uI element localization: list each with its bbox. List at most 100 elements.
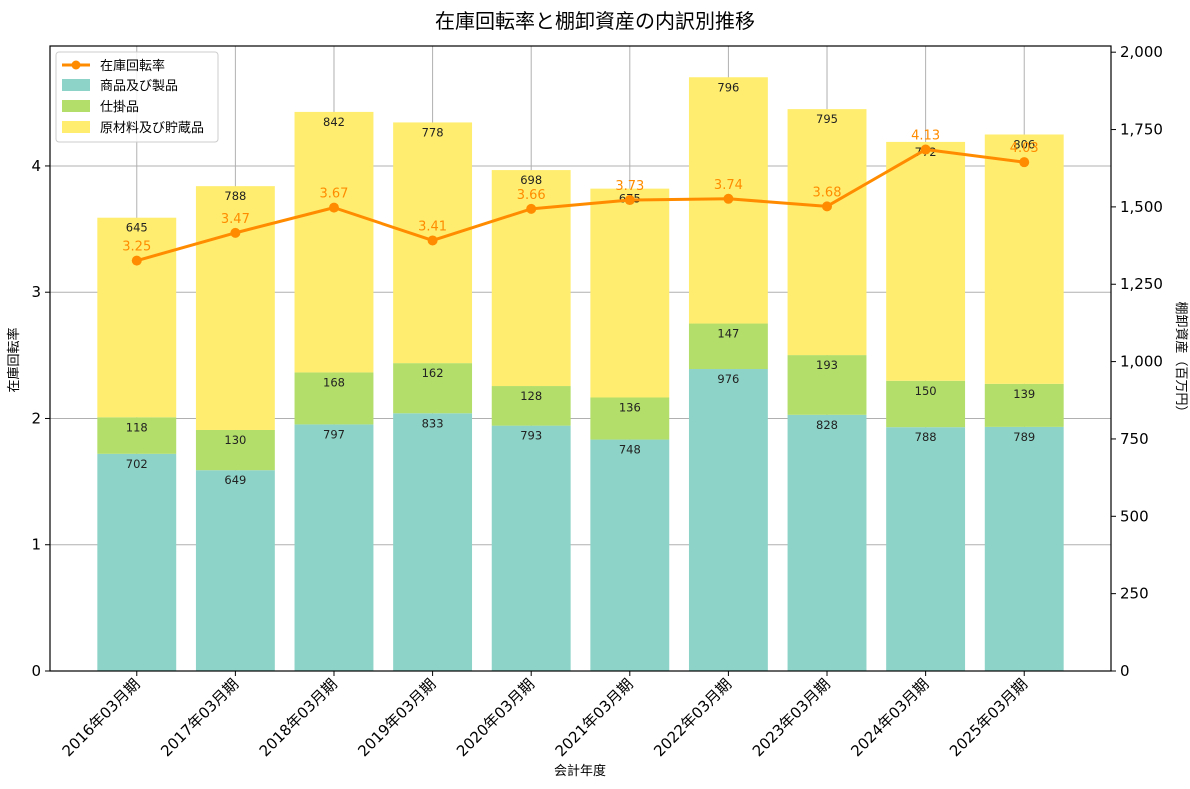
bar-value-label: 150: [915, 384, 937, 398]
legend-box: [55, 51, 219, 143]
bar-value-label: 789: [1013, 430, 1035, 444]
bar-value-label: 795: [816, 112, 838, 126]
bar-value-label: 128: [520, 389, 542, 403]
bar-value-label: 976: [717, 372, 739, 386]
legend-label: 原材料及び貯蔵品: [100, 121, 204, 136]
turnover-line: 3.25 3.47 3.67 3.41 3.66 3.73 3.74 3.68 4.13 4.03: [122, 129, 1039, 266]
plot-frame: [49, 45, 1112, 672]
bar-segment: [294, 111, 374, 373]
bar-segment: [97, 217, 177, 418]
legend-label: 在庫回転率: [100, 58, 165, 74]
legend-swatch: [62, 100, 90, 112]
left-y-tick-label: 0: [31, 662, 41, 680]
left-y-tick-labels: 0 1 2 3 4: [31, 157, 50, 680]
bar-segment: [886, 380, 966, 428]
turnover-value-label: 3.74: [714, 178, 743, 193]
turnover-point: [230, 227, 241, 238]
turnover-value-label: 3.41: [418, 219, 447, 234]
chart-title: 在庫回転率と棚卸資産の内訳別推移: [435, 9, 755, 33]
bar-value-label: 168: [323, 375, 345, 389]
turnover-point: [427, 235, 438, 246]
bar-value-label: 702: [126, 457, 148, 471]
bar-segment: [787, 355, 867, 415]
bar-segment: [590, 397, 670, 440]
turnover-value-label: 4.03: [1010, 141, 1039, 156]
left-y-axis-label: 在庫回転率: [6, 327, 22, 392]
bar-value-label: 842: [323, 115, 345, 129]
bar-segment: [590, 188, 670, 398]
bar-segment: [97, 417, 177, 454]
right-y-tick-labels: 0 250 500 750 1,000 1,250 1,500 1,750 2,000: [1111, 43, 1163, 680]
bar-value-label: 748: [619, 443, 641, 457]
bar-value-label: 139: [1013, 387, 1035, 401]
bar-value-label: 162: [422, 366, 444, 380]
bar-value-label: 645: [126, 221, 148, 235]
bar-segment: [886, 427, 966, 671]
x-tick-label: 2020年03月期: [453, 675, 538, 760]
legend-label: 仕掛品: [100, 100, 139, 115]
turnover-value-label: 3.25: [122, 240, 151, 255]
bar-segment: [393, 363, 473, 414]
turnover-rate-line: [136, 148, 1025, 263]
left-y-tick-label: 1: [31, 536, 41, 554]
bar-segment: [688, 369, 768, 671]
turnover-point: [131, 255, 142, 266]
x-tick-label: 2025年03月期: [946, 675, 1031, 760]
turnover-value-label: 3.66: [517, 188, 546, 203]
bar-segment: [787, 109, 867, 356]
bar-segment: [590, 439, 670, 671]
x-tick-label: 2024年03月期: [847, 675, 932, 760]
turnover-value-label: 3.47: [221, 212, 250, 227]
right-y-tick-label: 1,250: [1120, 275, 1163, 293]
legend-swatch: [62, 121, 90, 133]
right-y-tick-label: 0: [1120, 662, 1130, 680]
legend-swatch: [62, 79, 90, 91]
bar-segment: [393, 413, 473, 671]
turnover-value-label: 3.68: [813, 185, 842, 200]
right-y-tick-label: 2,000: [1120, 43, 1163, 61]
x-tick-label: 2018年03月期: [256, 675, 341, 760]
x-tick-label: 2017年03月期: [157, 675, 242, 760]
bar-value-label: 788: [224, 189, 246, 203]
bar-segment: [984, 134, 1064, 384]
turnover-value-label: 3.67: [320, 187, 349, 202]
right-y-tick-label: 250: [1120, 585, 1149, 603]
legend-label: 商品及び製品: [100, 79, 178, 94]
turnover-point: [822, 201, 833, 212]
turnover-point: [526, 203, 537, 214]
turnover-value-label: 3.73: [615, 179, 644, 194]
x-tick-label: 2022年03月期: [650, 675, 735, 760]
bar-value-label: 130: [224, 433, 246, 447]
right-y-tick-label: 1,000: [1120, 353, 1163, 371]
turnover-point: [1019, 157, 1030, 168]
x-tick-label: 2023年03月期: [749, 675, 834, 760]
bar-segment: [491, 425, 571, 671]
x-tick-label: 2019年03月期: [354, 675, 439, 760]
bar-segment: [195, 470, 275, 671]
turnover-value-label: 4.13: [911, 129, 940, 144]
turnover-point: [624, 195, 635, 206]
legend-line-marker: [71, 60, 81, 70]
bar-value-label: 136: [619, 400, 641, 414]
bar-segment: [688, 323, 768, 370]
x-tick-labels: 2016年03月期 2017年03月期 2018年03月期 2019年03月期 2020…: [59, 671, 1031, 760]
bar-value-label: 828: [816, 418, 838, 432]
left-y-tick-label: 2: [31, 409, 41, 427]
left-y-tick-label: 3: [31, 283, 41, 301]
turnover-point: [723, 193, 734, 204]
bar-segment: [984, 383, 1064, 427]
axes: [49, 45, 1112, 672]
bar-value-label: 793: [520, 429, 542, 443]
turnover-point: [328, 202, 339, 213]
right-y-tick-label: 1,500: [1120, 198, 1163, 216]
left-y-tick-label: 4: [31, 157, 41, 175]
right-y-tick-label: 500: [1120, 507, 1149, 525]
bar-value-label: 698: [520, 173, 542, 187]
bar-value-label: 118: [126, 420, 148, 434]
bar-value-label: 788: [915, 430, 937, 444]
x-tick-label: 2016年03月期: [59, 675, 144, 760]
bar-segment: [294, 424, 374, 671]
x-tick-label: 2021年03月期: [552, 675, 637, 760]
